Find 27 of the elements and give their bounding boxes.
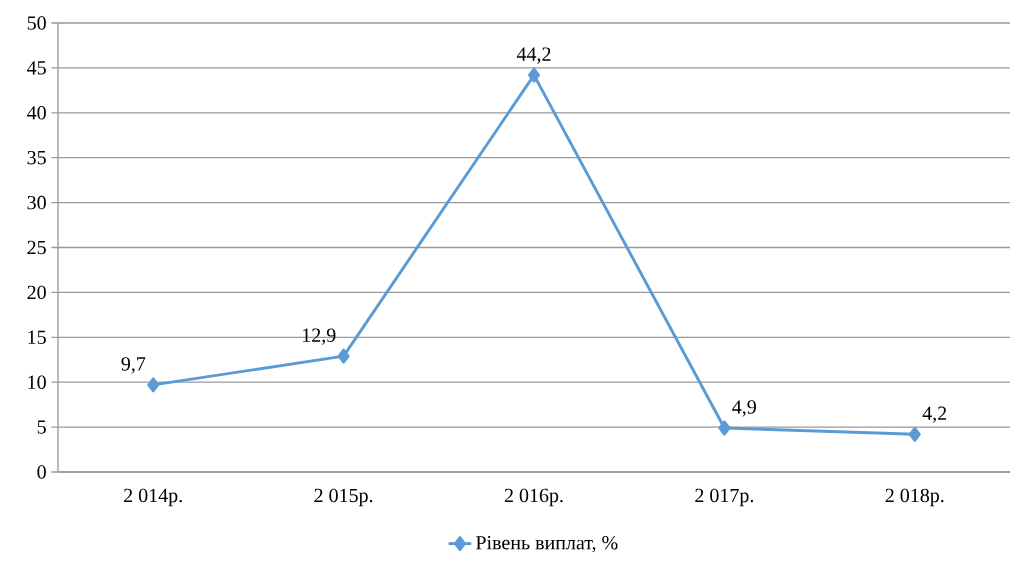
x-tick-label: 2 017р. xyxy=(695,488,754,507)
point xyxy=(147,377,160,393)
data-label: 4,9 xyxy=(732,400,756,417)
point xyxy=(908,426,921,442)
data-label: 9,7 xyxy=(121,357,146,374)
y-tick-label: 15 xyxy=(28,330,46,344)
y-tick-label: 0 xyxy=(37,465,46,479)
x-tick-label: 2 014р. xyxy=(124,488,182,507)
y-tick-label: 30 xyxy=(27,195,46,210)
x-tick-label: 2 015р. xyxy=(314,488,373,507)
y-tick-label: 10 xyxy=(28,375,46,389)
legend-label: Рівень виплат, % xyxy=(475,535,618,553)
data-label: 4,2 xyxy=(922,406,947,423)
y-tick-label: 5 xyxy=(37,420,46,434)
y-tick-label: 40 xyxy=(27,106,46,120)
y-tick-label: 20 xyxy=(27,285,46,300)
x-tick-label: 2 018р. xyxy=(885,488,944,507)
point xyxy=(337,348,350,364)
point xyxy=(718,420,731,436)
point xyxy=(528,67,540,83)
data-label: 44,2 xyxy=(516,47,551,64)
y-tick-label: 45 xyxy=(27,61,46,75)
y-tick-label: 25 xyxy=(27,240,46,255)
y-tick-label: 35 xyxy=(27,150,46,165)
data-label: 12,9 xyxy=(302,328,336,345)
x-tick-label: 2 016р. xyxy=(504,488,563,507)
y-tick-label: 50 xyxy=(27,16,46,30)
